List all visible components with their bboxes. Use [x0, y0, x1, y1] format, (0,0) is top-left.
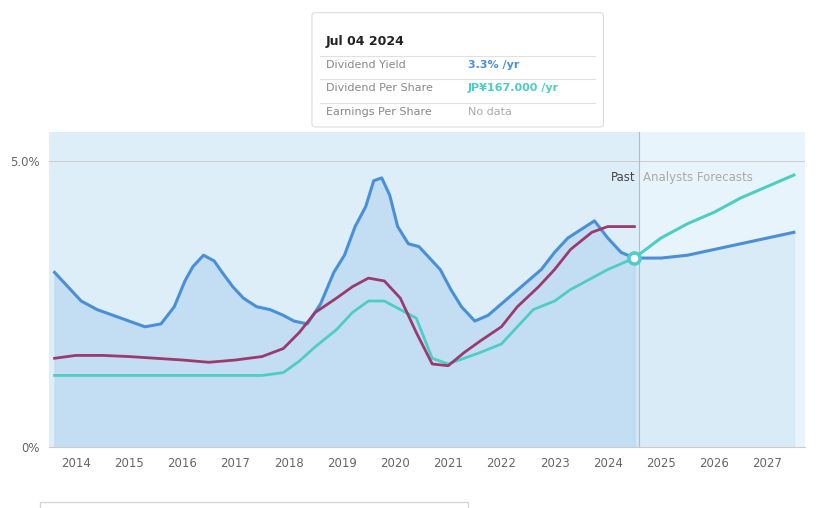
Text: Dividend Per Share: Dividend Per Share — [326, 83, 433, 93]
Bar — [639, 132, 805, 447]
Text: 3.3% /yr: 3.3% /yr — [468, 60, 520, 70]
Text: No data: No data — [468, 107, 511, 117]
Text: Earnings Per Share: Earnings Per Share — [326, 107, 432, 117]
Bar — [49, 132, 639, 447]
Text: Past: Past — [612, 171, 636, 184]
Text: Analysts Forecasts: Analysts Forecasts — [643, 171, 753, 184]
Legend: Dividend Yield, Dividend Per Share, Earnings Per Share: Dividend Yield, Dividend Per Share, Earn… — [40, 502, 468, 508]
Text: JP¥167.000 /yr: JP¥167.000 /yr — [468, 83, 559, 93]
Text: Jul 04 2024: Jul 04 2024 — [326, 35, 405, 48]
Text: Dividend Yield: Dividend Yield — [326, 60, 406, 70]
